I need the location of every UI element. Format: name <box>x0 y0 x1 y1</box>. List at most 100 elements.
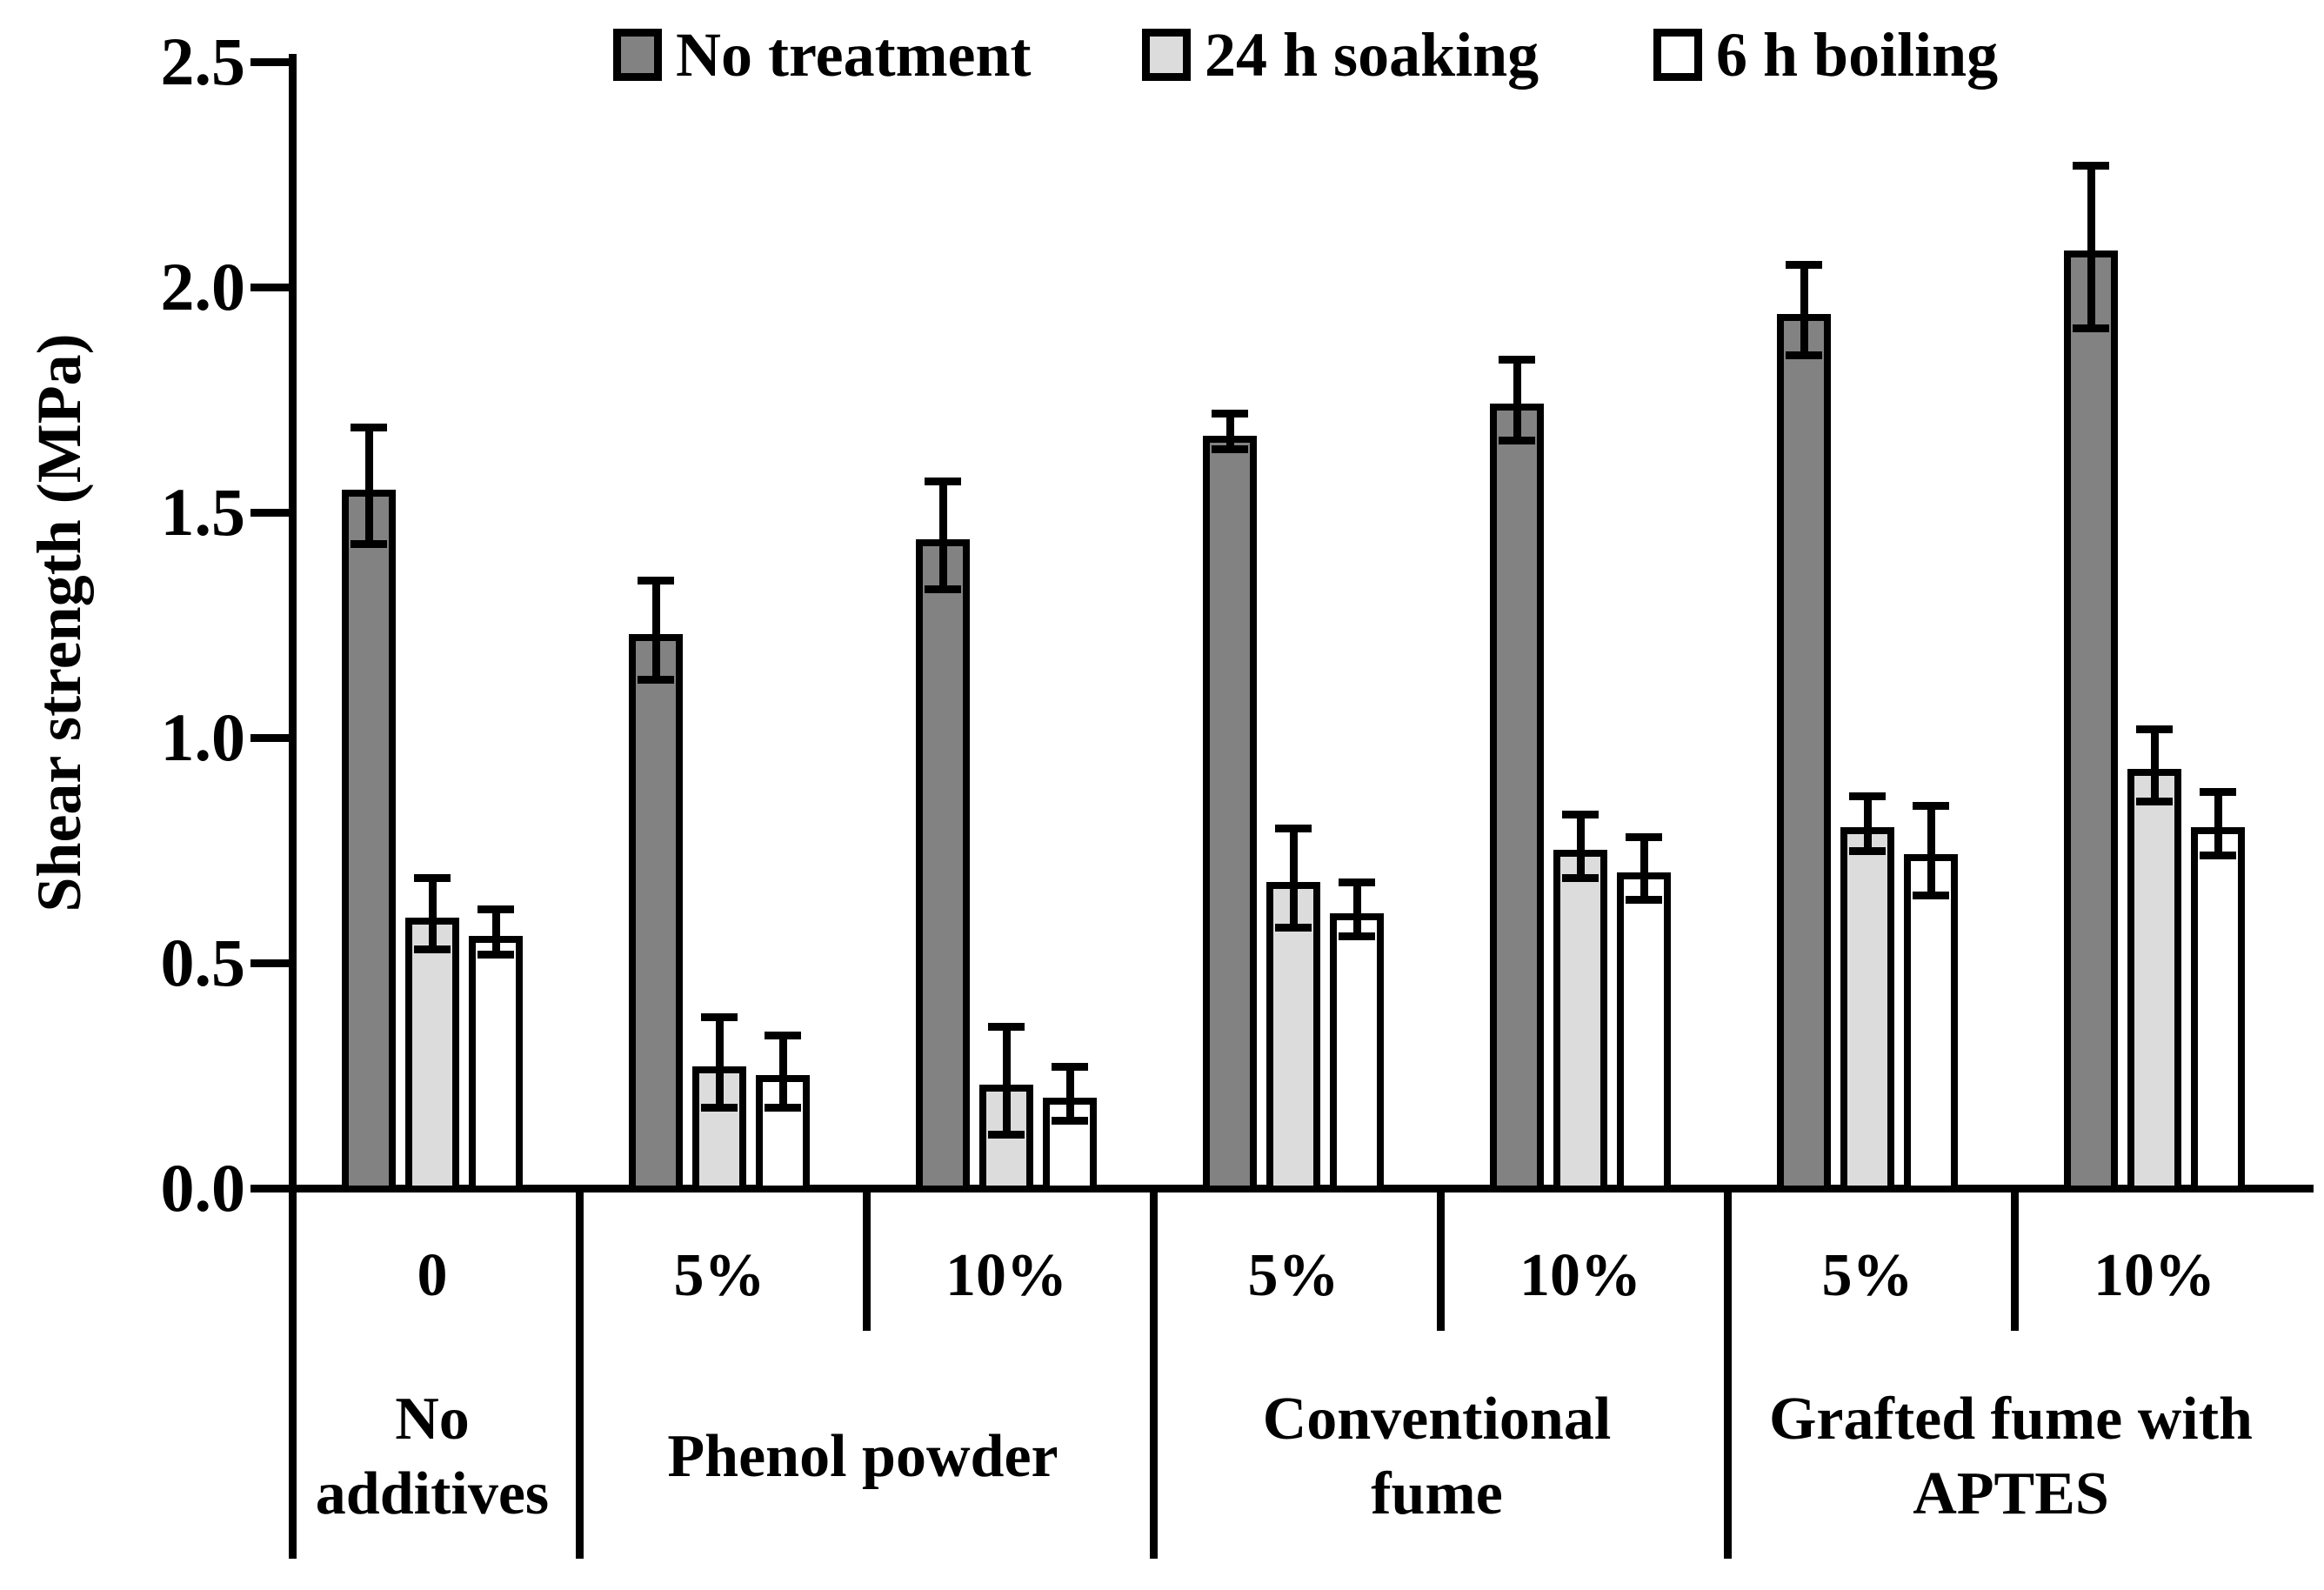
error-bar-cap-bottom <box>925 585 961 594</box>
error-bar-stem <box>2087 165 2095 328</box>
x-group-label-line: Phenol powder <box>667 1423 1058 1490</box>
error-bar-stem <box>652 579 660 679</box>
x-category-label: 5% <box>1247 1242 1339 1309</box>
x-group-label-line: Conventional <box>1262 1386 1612 1453</box>
legend-label: 24 h soaking <box>1205 20 1539 90</box>
error-bar-stem <box>1864 796 1872 851</box>
x-group-label: No additives <box>289 1339 576 1574</box>
y-axis-title: Shear strength (MPa) <box>24 333 94 912</box>
error-bar-cap-bottom <box>988 1130 1025 1139</box>
legend-label: No treatment <box>676 20 1032 90</box>
bar-24-h-soaking-cat6 <box>2127 769 2181 1192</box>
x-category-label: 10% <box>1519 1242 1641 1309</box>
error-bar-cap-top <box>2136 725 2173 733</box>
error-bar-stem <box>2151 728 2159 801</box>
y-tick <box>250 734 289 742</box>
error-bar-cap-top <box>414 873 451 882</box>
x-group-label-line: Grafted fume with <box>1768 1386 2253 1453</box>
error-bar-cap-top <box>1786 261 1822 270</box>
x-group-label-line: additives <box>315 1460 550 1527</box>
x-group-label: Phenol powder <box>576 1339 1150 1574</box>
error-bar-cap-bottom <box>2073 324 2109 332</box>
error-bar-stem <box>365 426 373 544</box>
error-bar-cap-top <box>1626 832 1662 841</box>
error-bar-stem <box>779 1034 787 1107</box>
bar-no-treatment-cat6 <box>2064 251 2118 1192</box>
bar-no-treatment-cat5 <box>1777 314 1831 1192</box>
legend-item: 6 h boiling <box>1653 16 1998 94</box>
error-bar-cap-top <box>1562 811 1599 819</box>
legend-label: 6 h boiling <box>1716 20 1999 90</box>
error-bar-stem <box>1353 881 1361 936</box>
error-bar-cap-bottom <box>2200 851 2236 859</box>
error-bar-cap-bottom <box>701 1103 738 1112</box>
error-bar-stem <box>1800 264 1808 355</box>
bar-6-h-boiling-cat5 <box>1904 854 1958 1192</box>
bar-no-treatment-cat3 <box>1203 436 1257 1192</box>
error-bar-cap-top <box>1212 410 1248 418</box>
error-bar-cap-top <box>1499 355 1535 364</box>
error-bar-stem <box>1003 1025 1011 1134</box>
error-bar-cap-top <box>1052 1063 1088 1072</box>
bar-24-h-soaking-cat0 <box>405 918 459 1192</box>
x-group-label-line: APTES <box>1913 1460 2109 1527</box>
error-bar-stem <box>2214 792 2222 855</box>
bar-6-h-boiling-cat6 <box>2191 827 2245 1192</box>
error-bar-cap-bottom <box>414 945 451 954</box>
y-tick-label: 2.0 <box>160 249 246 324</box>
error-bar-stem <box>429 877 437 950</box>
x-group-label-line: fume <box>1371 1460 1503 1527</box>
error-bar-cap-top <box>1339 878 1375 886</box>
error-bar-cap-bottom <box>765 1103 801 1112</box>
y-tick <box>250 959 289 967</box>
subcategory-divider <box>2011 1185 2019 1331</box>
error-bar-cap-bottom <box>477 950 514 959</box>
error-bar-cap-top <box>477 905 514 913</box>
bar-no-treatment-cat4 <box>1490 404 1544 1192</box>
bar-no-treatment-cat1 <box>629 634 683 1192</box>
bar-24-h-soaking-cat4 <box>1553 850 1607 1192</box>
error-bar-cap-top <box>2073 162 2109 170</box>
x-category-label: 0 <box>417 1242 448 1309</box>
error-bar-cap-bottom <box>1499 437 1535 445</box>
error-bar-cap-bottom <box>1052 1117 1088 1126</box>
y-tick <box>250 284 289 291</box>
legend-swatch-icon <box>1653 29 1702 81</box>
group-divider <box>289 1185 297 1559</box>
error-bar-cap-bottom <box>1626 896 1662 905</box>
error-bar-cap-top <box>765 1031 801 1039</box>
error-bar-cap-top <box>2200 788 2236 797</box>
bar-no-treatment-cat0 <box>342 490 396 1192</box>
error-bar-cap-bottom <box>2136 797 2173 805</box>
y-tick <box>250 1185 289 1192</box>
error-bar-cap-bottom <box>351 540 387 549</box>
group-divider <box>576 1185 584 1559</box>
x-category-label: 5% <box>673 1242 765 1309</box>
y-axis-line <box>289 54 297 1192</box>
legend-item: No treatment <box>613 16 1032 94</box>
error-bar-cap-top <box>1849 792 1886 801</box>
error-bar-stem <box>1290 827 1298 927</box>
x-category-label: 5% <box>1821 1242 1913 1309</box>
x-group-label: Conventional fume <box>1150 1339 1724 1574</box>
bar-no-treatment-cat2 <box>916 539 970 1192</box>
group-divider <box>1724 1185 1732 1559</box>
legend-item: 24 h soaking <box>1142 16 1539 94</box>
error-bar-cap-top <box>351 423 387 431</box>
bar-24-h-soaking-cat5 <box>1840 827 1894 1192</box>
bar-6-h-boiling-cat4 <box>1617 872 1671 1192</box>
error-bar-cap-bottom <box>1339 932 1375 940</box>
error-bar-cap-top <box>1275 824 1312 832</box>
y-tick-label: 0.0 <box>160 1150 246 1226</box>
error-bar-cap-bottom <box>1275 923 1312 932</box>
error-bar-stem <box>716 1017 724 1107</box>
error-bar-stem <box>1226 413 1234 450</box>
x-category-label: 10% <box>2094 1242 2215 1309</box>
error-bar-cap-bottom <box>1786 351 1822 359</box>
error-bar-stem <box>492 908 500 954</box>
subcategory-divider <box>863 1185 871 1331</box>
y-tick-label: 0.5 <box>160 925 246 1000</box>
error-bar-cap-top <box>988 1022 1025 1031</box>
error-bar-cap-bottom <box>1562 873 1599 882</box>
